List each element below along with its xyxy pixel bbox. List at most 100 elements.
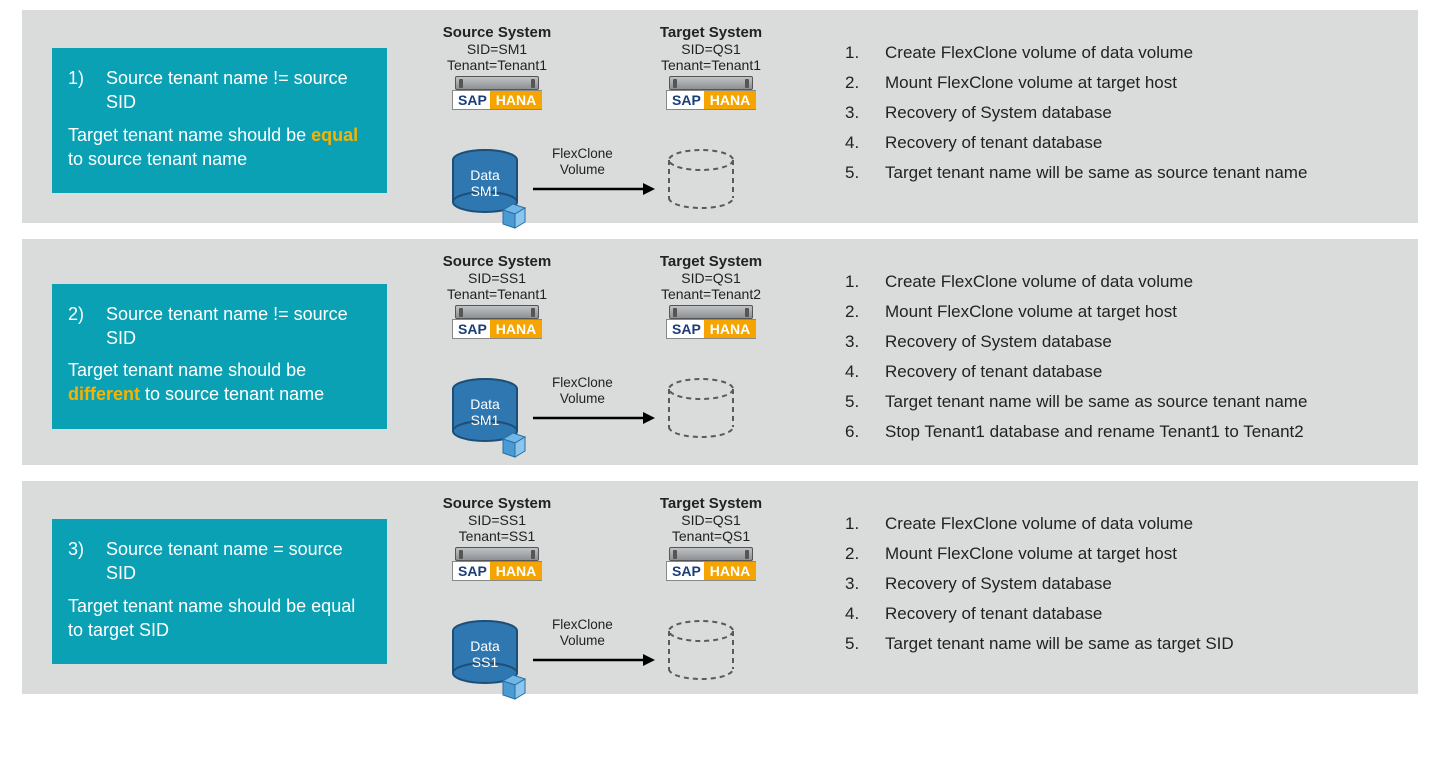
target-volume-icon [663,148,743,218]
step-text: Mount FlexClone volume at target host [885,73,1177,93]
step-item: 3. Recovery of System database [845,98,1398,128]
target-tenant: Tenant=QS1 [641,528,781,544]
step-number: 6. [845,422,863,442]
source-sid: SID=SM1 [427,41,567,57]
step-number: 3. [845,574,863,594]
sap-hana-icon: SAP HANA [665,305,757,339]
scenario-callout: 1) Source tenant name != source SID Targ… [52,48,387,193]
sap-hana-icon: SAP HANA [451,76,543,110]
sap-text: SAP [667,562,704,580]
scenario-title: Source tenant name != source SID [106,66,371,115]
scenario-panel-1: 1) Source tenant name != source SID Targ… [22,10,1418,223]
steps-list: 1. Create FlexClone volume of data volum… [817,249,1408,455]
sap-text: SAP [453,320,490,338]
step-text: Create FlexClone volume of data volume [885,514,1193,534]
source-sid: SID=SS1 [427,270,567,286]
flexclone-arrow-icon [531,651,659,669]
step-text: Recovery of tenant database [885,133,1102,153]
target-volume-icon [663,377,743,447]
svg-text:Data: Data [470,396,500,412]
step-number: 5. [845,163,863,183]
scenario-number: 3) [68,537,88,586]
scenario-title: Source tenant name != source SID [106,302,371,351]
source-title: Source System [427,495,567,512]
source-tenant: Tenant=Tenant1 [427,57,567,73]
flexclone-arrow-icon [531,180,659,198]
step-text: Mount FlexClone volume at target host [885,302,1177,322]
source-system-col: Source System SID=SS1 Tenant=SS1 SAP HAN… [427,495,567,581]
scenario-number: 2) [68,302,88,351]
svg-text:Data: Data [470,638,500,654]
svg-text:Data: Data [470,167,500,183]
target-title: Target System [641,253,781,270]
step-number: 4. [845,133,863,153]
target-system-col: Target System SID=QS1 Tenant=Tenant1 SAP… [641,24,781,110]
step-text: Create FlexClone volume of data volume [885,43,1193,63]
data-volume-icon: Data SS1 [447,619,543,701]
step-number: 4. [845,604,863,624]
step-item: 3. Recovery of System database [845,327,1398,357]
sap-text: SAP [453,562,490,580]
scenario-subtitle: Target tenant name should be equal to so… [68,123,371,172]
source-system-col: Source System SID=SM1 Tenant=Tenant1 SAP… [427,24,567,110]
step-number: 5. [845,634,863,654]
data-volume-icon: Data SM1 [447,377,543,459]
step-item: 4. Recovery of tenant database [845,599,1398,629]
hana-text: HANA [490,562,542,580]
scenario-callout: 2) Source tenant name != source SID Targ… [52,284,387,429]
step-item: 2. Mount FlexClone volume at target host [845,297,1398,327]
scenario-diagram: Source System SID=SM1 Tenant=Tenant1 SAP… [387,20,817,213]
step-text: Recovery of tenant database [885,604,1102,624]
scenario-panel-2: 2) Source tenant name != source SID Targ… [22,239,1418,465]
step-number: 3. [845,103,863,123]
step-item: 4. Recovery of tenant database [845,128,1398,158]
flexclone-label: FlexCloneVolume [552,146,613,178]
svg-text:SS1: SS1 [472,654,499,670]
sap-hana-icon: SAP HANA [451,305,543,339]
step-text: Target tenant name will be same as targe… [885,634,1234,654]
svg-text:SM1: SM1 [471,412,500,428]
step-item: 5. Target tenant name will be same as ta… [845,629,1398,659]
sap-hana-icon: SAP HANA [451,547,543,581]
hana-text: HANA [704,320,756,338]
target-title: Target System [641,24,781,41]
source-title: Source System [427,24,567,41]
step-number: 1. [845,272,863,292]
step-item: 4. Recovery of tenant database [845,357,1398,387]
step-number: 4. [845,362,863,382]
flexclone-label: FlexCloneVolume [552,375,613,407]
hana-text: HANA [704,91,756,109]
target-sid: SID=QS1 [641,512,781,528]
scenario-callout: 3) Source tenant name = source SID Targe… [52,519,387,664]
step-text: Mount FlexClone volume at target host [885,544,1177,564]
step-number: 1. [845,43,863,63]
highlight-word: different [68,384,140,404]
scenario-panel-3: 3) Source tenant name = source SID Targe… [22,481,1418,694]
step-number: 5. [845,392,863,412]
scenario-subtitle: Target tenant name should be equal to ta… [68,594,371,643]
step-number: 2. [845,73,863,93]
step-item: 1. Create FlexClone volume of data volum… [845,267,1398,297]
step-text: Recovery of System database [885,574,1112,594]
scenario-number: 1) [68,66,88,115]
flexclone-label: FlexCloneVolume [552,617,613,649]
scenario-subtitle: Target tenant name should be different t… [68,358,371,407]
step-number: 2. [845,302,863,322]
step-item: 5. Target tenant name will be same as so… [845,158,1398,188]
scenario-diagram: Source System SID=SS1 Tenant=Tenant1 SAP… [387,249,817,455]
steps-list: 1. Create FlexClone volume of data volum… [817,491,1408,684]
step-text: Create FlexClone volume of data volume [885,272,1193,292]
hana-text: HANA [490,320,542,338]
step-item: 2. Mount FlexClone volume at target host [845,539,1398,569]
scenario-title: Source tenant name = source SID [106,537,371,586]
step-item: 1. Create FlexClone volume of data volum… [845,38,1398,68]
source-tenant: Tenant=Tenant1 [427,286,567,302]
sap-text: SAP [667,91,704,109]
step-text: Stop Tenant1 database and rename Tenant1… [885,422,1304,442]
source-tenant: Tenant=SS1 [427,528,567,544]
sap-text: SAP [453,91,490,109]
steps-list: 1. Create FlexClone volume of data volum… [817,20,1408,213]
flexclone-arrow-icon [531,409,659,427]
svg-text:SM1: SM1 [471,183,500,199]
source-system-col: Source System SID=SS1 Tenant=Tenant1 SAP… [427,253,567,339]
